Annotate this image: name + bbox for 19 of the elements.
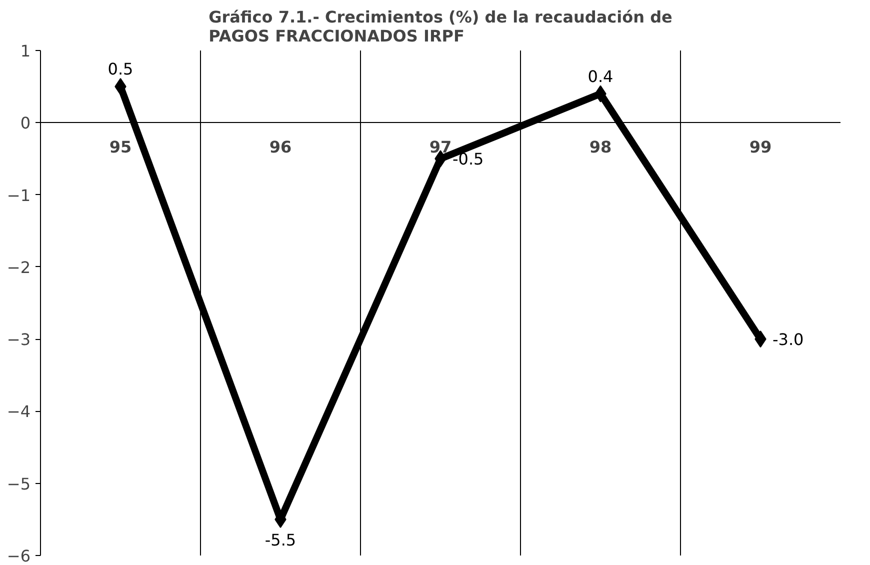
data-label: -5.5 (264, 530, 296, 550)
data-label: -3.0 (772, 330, 804, 350)
y-tick-label: −5 (6, 474, 31, 494)
x-tick-label: 98 (589, 138, 612, 157)
x-tick-label: 96 (269, 138, 292, 157)
x-tick-label: 95 (109, 138, 132, 157)
x-tick-label: 99 (749, 138, 772, 157)
data-label: 0.4 (588, 66, 614, 86)
y-tick-label: −6 (6, 546, 31, 565)
data-label: -0.5 (452, 150, 484, 169)
data-label: 0.5 (108, 60, 134, 79)
y-tick-label: −3 (6, 330, 31, 350)
y-tick-label: −2 (6, 258, 31, 277)
y-tick-label: 1 (20, 42, 31, 60)
y-tick-label: 0 (20, 114, 31, 133)
x-tick-label: 97 (429, 138, 452, 157)
y-tick-label: −4 (6, 402, 31, 422)
chart-title: Gráfico 7.1.- Crecimientos (%) de la recaudación de PAGOS FRACCIONADOS IRPF (208, 8, 673, 46)
y-tick-label: −1 (6, 186, 31, 205)
